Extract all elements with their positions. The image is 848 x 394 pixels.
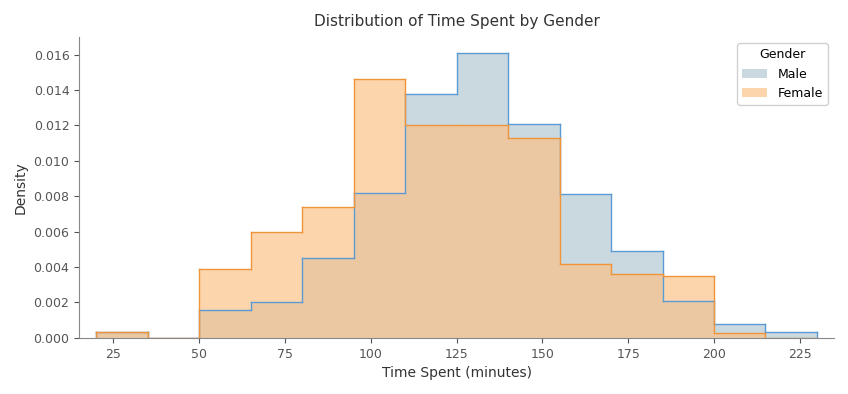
- X-axis label: Time Spent (minutes): Time Spent (minutes): [382, 366, 532, 380]
- Polygon shape: [97, 80, 817, 338]
- Title: Distribution of Time Spent by Gender: Distribution of Time Spent by Gender: [314, 14, 600, 29]
- Y-axis label: Density: Density: [14, 161, 28, 214]
- Legend: Male, Female: Male, Female: [738, 43, 828, 105]
- Polygon shape: [97, 53, 817, 338]
